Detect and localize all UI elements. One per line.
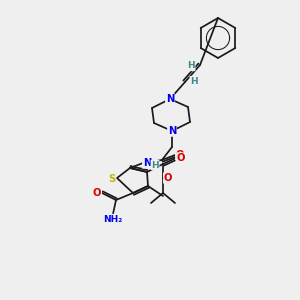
Text: S: S [108, 174, 116, 184]
Text: N: N [166, 94, 174, 104]
Text: O: O [177, 153, 185, 163]
Text: O: O [164, 173, 172, 183]
Text: O: O [176, 150, 184, 160]
Text: H: H [187, 61, 195, 70]
Text: NH₂: NH₂ [103, 214, 123, 224]
Text: N: N [143, 158, 151, 168]
Text: H: H [151, 160, 159, 169]
Text: H: H [190, 76, 198, 85]
Text: O: O [93, 188, 101, 198]
Text: N: N [168, 126, 176, 136]
